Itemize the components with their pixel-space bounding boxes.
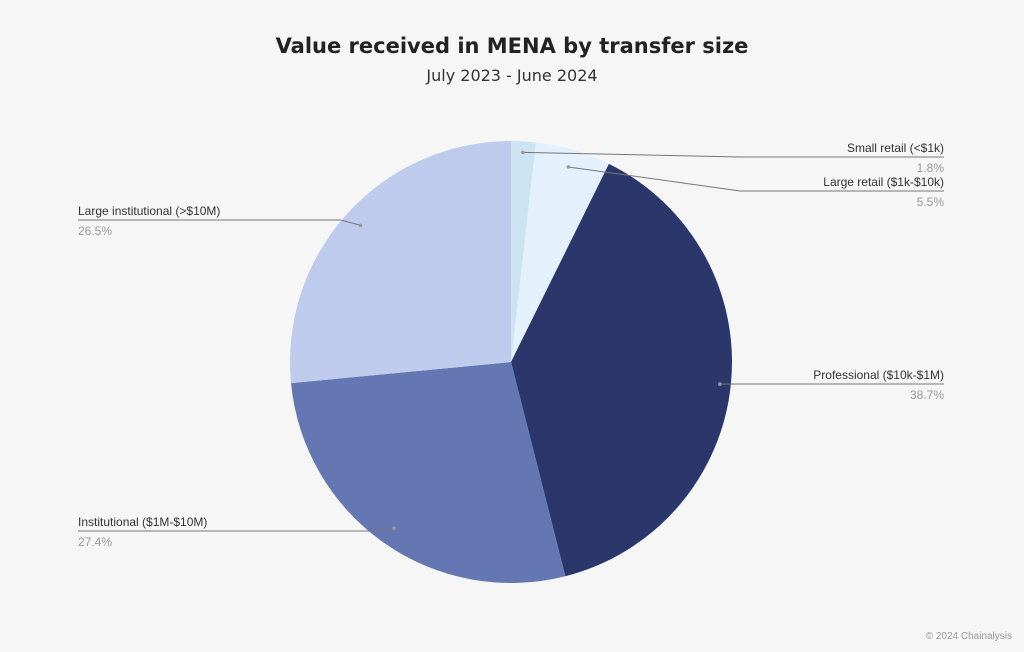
slice-label-3: Institutional ($1M-$10M) 27.4% xyxy=(78,515,396,549)
slice-name-label: Large retail ($1k-$10k) xyxy=(823,175,944,189)
slice-label-1: Large retail ($1k-$10k) 5.5% xyxy=(566,165,945,209)
leader-line xyxy=(522,151,944,158)
slice-value-label: 27.4% xyxy=(78,535,112,549)
slice-name-label: Institutional ($1M-$10M) xyxy=(78,515,207,529)
pie-slice-0 xyxy=(511,141,536,362)
leader-line xyxy=(78,219,361,226)
leader-dot xyxy=(358,223,363,228)
slice-value-label: 26.5% xyxy=(78,224,112,238)
chart-title: Value received in MENA by transfer size xyxy=(275,34,749,58)
leader-dot xyxy=(566,165,571,169)
pie-slice-2 xyxy=(511,163,733,577)
leader-dot xyxy=(392,526,396,531)
chart-subtitle: July 2023 - June 2024 xyxy=(426,66,598,85)
leader-dot xyxy=(717,382,722,386)
slice-name-label: Professional ($10k-$1M) xyxy=(813,368,944,382)
leader-line xyxy=(78,527,395,532)
pie-slice-4 xyxy=(289,141,511,384)
slice-label-4: Large institutional (>$10M) 26.5% xyxy=(78,204,363,238)
copyright-credit: © 2024 Chainalysis xyxy=(925,631,1012,642)
slice-name-label: Small retail (<$1k) xyxy=(847,141,944,155)
slice-label-0: Small retail (<$1k) 1.8% xyxy=(521,141,944,175)
slice-value-label: 1.8% xyxy=(917,161,945,175)
slice-name-label: Large institutional (>$10M) xyxy=(78,204,220,218)
pie-slice-1 xyxy=(511,142,609,362)
slice-value-label: 5.5% xyxy=(917,195,945,209)
leader-line xyxy=(568,166,944,192)
leader-dot xyxy=(521,150,525,155)
slice-label-2: Professional ($10k-$1M) 38.7% xyxy=(717,368,944,402)
slice-value-label: 38.7% xyxy=(910,388,944,402)
pie-slice-3 xyxy=(291,362,566,583)
